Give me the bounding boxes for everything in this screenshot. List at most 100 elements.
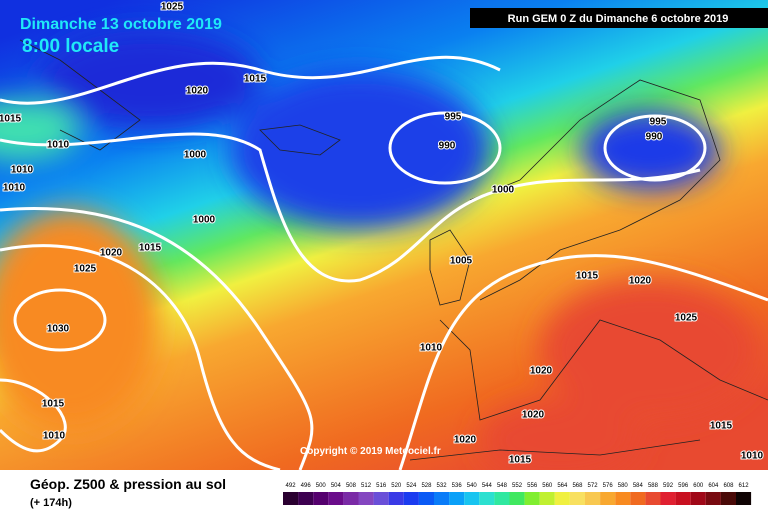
isobar-label: 1025 xyxy=(161,2,184,13)
scale-label: 544 xyxy=(482,483,493,489)
scale-label: 608 xyxy=(723,483,734,489)
date-title: Dimanche 13 octobre 2019 xyxy=(20,16,222,33)
scale-swatch xyxy=(343,492,359,505)
scale-swatch xyxy=(600,492,616,505)
isobar-label: 1000 xyxy=(492,185,515,196)
scale-label: 524 xyxy=(406,483,417,489)
isobar-label: 1020 xyxy=(629,276,652,287)
scale-label: 556 xyxy=(527,483,538,489)
isobar-label: 1015 xyxy=(509,455,532,466)
isobar-label: 1015 xyxy=(244,74,267,85)
scale-swatch xyxy=(373,492,389,505)
isobar-label: 1010 xyxy=(741,451,764,462)
isobar-label: 1010 xyxy=(3,183,26,194)
scale-swatch xyxy=(434,492,450,505)
scale-label: 588 xyxy=(648,483,659,489)
isobar-label: 1010 xyxy=(11,165,34,176)
time-title: 8:00 locale xyxy=(22,36,119,57)
scale-swatch xyxy=(569,492,585,505)
isobar-label: 1020 xyxy=(100,248,123,259)
scale-swatch xyxy=(449,492,465,505)
scale-swatch xyxy=(403,492,419,505)
isobar-label: 1010 xyxy=(47,140,70,151)
scale-label: 600 xyxy=(693,483,704,489)
scale-swatch xyxy=(630,492,646,505)
scale-label: 536 xyxy=(452,483,463,489)
copyright: Copyright © 2019 Meteociel.fr xyxy=(300,446,441,457)
scale-swatch xyxy=(509,492,525,505)
scale-swatch xyxy=(464,492,480,505)
isobar-label: 1015 xyxy=(0,114,22,125)
scale-label: 500 xyxy=(316,483,327,489)
isobar-label: 990 xyxy=(646,132,663,143)
legend-title: Géop. Z500 & pression au sol xyxy=(30,476,226,492)
scale-label: 532 xyxy=(437,483,448,489)
scale-label: 564 xyxy=(557,483,568,489)
scale-label: 596 xyxy=(678,483,689,489)
scale-swatch xyxy=(720,492,736,505)
scale-swatch xyxy=(645,492,661,505)
map-background xyxy=(0,0,768,480)
scale-label: 604 xyxy=(708,483,719,489)
isobar-label: 1020 xyxy=(522,410,545,421)
legend-lead: (+ 174h) xyxy=(30,497,72,509)
isobar-label: 1020 xyxy=(530,366,553,377)
scale-swatch xyxy=(660,492,676,505)
isobar-label: 1000 xyxy=(193,215,216,226)
scale-label: 560 xyxy=(542,483,553,489)
isobar-label: 990 xyxy=(439,141,456,152)
scale-label: 492 xyxy=(286,483,297,489)
isobar-label: 1020 xyxy=(186,86,209,97)
isobar-label: 1015 xyxy=(139,243,162,254)
scale-label: 512 xyxy=(361,483,372,489)
scale-label: 552 xyxy=(512,483,523,489)
scale-swatch xyxy=(615,492,631,505)
isobar-label: 1015 xyxy=(42,399,65,410)
isobar-label: 1015 xyxy=(576,271,599,282)
scale-swatch xyxy=(283,492,299,505)
isobar-label: 995 xyxy=(445,112,462,123)
scale-swatch xyxy=(418,492,434,505)
coastlines xyxy=(19,39,768,461)
scale-swatch xyxy=(705,492,721,505)
scale-label: 584 xyxy=(633,483,644,489)
scale-swatch xyxy=(736,492,752,505)
scale-label: 516 xyxy=(376,483,387,489)
isobar-label: 1010 xyxy=(420,343,443,354)
scale-swatch xyxy=(554,492,570,505)
run-label: Run GEM 0 Z du Dimanche 6 octobre 2019 xyxy=(508,13,729,25)
run-box xyxy=(470,8,768,28)
scale-label: 540 xyxy=(467,483,478,489)
scale-swatch xyxy=(675,492,691,505)
scale-swatch xyxy=(313,492,329,505)
scale-swatch xyxy=(388,492,404,505)
scale-label: 548 xyxy=(497,483,508,489)
isobar-label: 1025 xyxy=(74,264,97,275)
scale-swatch xyxy=(585,492,601,505)
isobar-label: 1020 xyxy=(454,435,477,446)
scale-swatch xyxy=(690,492,706,505)
scale-swatch xyxy=(298,492,314,505)
isobar-label: 1010 xyxy=(43,431,66,442)
isobar-label: 1025 xyxy=(675,313,698,324)
isobar-label: 1005 xyxy=(450,256,473,267)
isobar-label: 1000 xyxy=(184,150,207,161)
isobars xyxy=(0,55,768,472)
scale-swatch xyxy=(539,492,555,505)
scale-label: 572 xyxy=(588,483,599,489)
scale-label: 496 xyxy=(301,483,312,489)
isobar-label: 1015 xyxy=(710,421,733,432)
scale-label: 508 xyxy=(346,483,357,489)
scale-label: 504 xyxy=(331,483,342,489)
scale-swatch xyxy=(494,492,510,505)
scale-label: 520 xyxy=(391,483,402,489)
scale-label: 528 xyxy=(421,483,432,489)
scale-swatch xyxy=(479,492,495,505)
scale-label: 592 xyxy=(663,483,674,489)
scale-swatch xyxy=(524,492,540,505)
scale-label: 576 xyxy=(603,483,614,489)
scale-swatch xyxy=(358,492,374,505)
scale-label: 568 xyxy=(572,483,583,489)
scale-label: 612 xyxy=(739,483,750,489)
